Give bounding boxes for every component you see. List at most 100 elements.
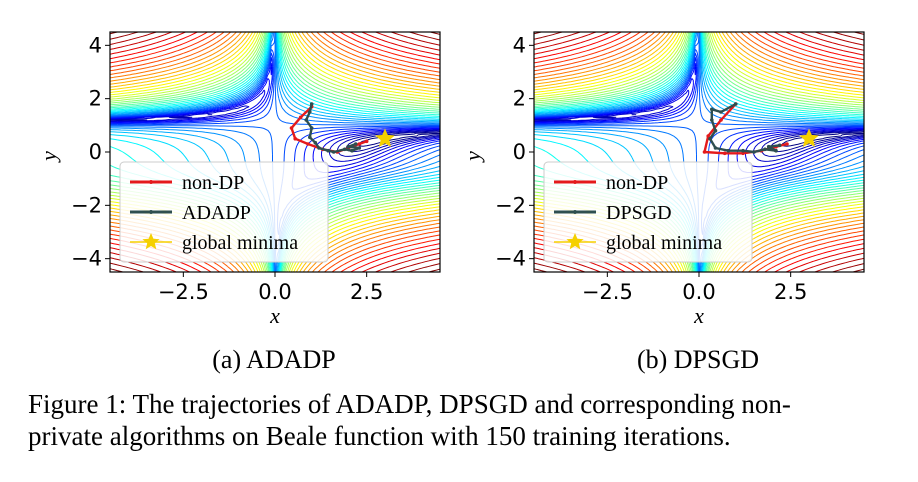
legend-label: global minima <box>182 232 298 254</box>
contour-line <box>110 32 440 272</box>
series-point <box>774 148 778 153</box>
y-tick-label: 2 <box>89 87 102 111</box>
y-tick-label: −4 <box>495 247 526 271</box>
series-layer <box>289 102 395 154</box>
panel-a: −2.5 0.0 2.5 −4 −2 0 2 4 x y non-DP ADADP global … <box>36 31 441 374</box>
legend-swatch-marker <box>573 210 577 214</box>
legend-label: non-DP <box>182 172 244 194</box>
x-tick-label: −2.5 <box>158 280 209 304</box>
series-point <box>777 143 782 148</box>
series-point <box>309 126 314 130</box>
series-point <box>317 146 321 150</box>
x-tick-label: 2.5 <box>350 280 383 304</box>
series-point <box>741 148 745 153</box>
series-point <box>357 146 362 150</box>
caption-line: private algorithms on Beale function wit… <box>28 421 731 451</box>
series-point <box>719 118 723 122</box>
y-tick-label: 4 <box>513 33 526 57</box>
legend: non-DP ADADP global minima <box>119 161 329 263</box>
series-point <box>713 128 718 133</box>
series-point <box>741 151 745 156</box>
series-point <box>313 140 318 145</box>
series-point <box>331 150 336 154</box>
legend-box <box>543 161 753 263</box>
series-point <box>350 148 354 153</box>
panel-b: −2.5 0.0 2.5 −4 −2 0 2 4 x y non-DP DPSGD global … <box>460 31 865 374</box>
series-point <box>785 142 789 146</box>
figure-caption: Figure 1: The trajectories of ADADP, DPS… <box>28 388 898 452</box>
contour-line <box>534 105 864 162</box>
series-point <box>752 150 756 154</box>
x-tick-label: 2.5 <box>774 280 807 304</box>
series-point <box>733 102 738 106</box>
x-tick-label: −2.5 <box>582 280 633 304</box>
legend-label: DPSGD <box>606 202 672 224</box>
series-point <box>289 126 294 130</box>
series-point <box>306 142 310 146</box>
x-tick-label: 0.0 <box>258 280 291 304</box>
y-tick-label: −2 <box>495 193 526 217</box>
series-point <box>713 146 718 150</box>
global-minima-marker <box>799 128 819 147</box>
contour-line <box>534 32 864 272</box>
y-axis-label: y <box>460 151 485 163</box>
series-point <box>702 150 707 154</box>
series-point <box>353 142 358 146</box>
legend-label: ADADP <box>182 202 251 224</box>
series-point <box>706 134 710 138</box>
series-point <box>710 107 714 112</box>
series-point <box>364 139 369 144</box>
global-minima-marker <box>375 128 395 147</box>
series-point <box>308 135 312 140</box>
series-point <box>708 136 712 141</box>
series-point <box>293 136 298 141</box>
y-tick-label: −2 <box>71 193 102 217</box>
contour-line <box>534 32 864 272</box>
y-tick-label: 0 <box>513 140 526 164</box>
series-point <box>308 110 312 114</box>
legend-star-icon <box>142 233 160 250</box>
contour-background <box>110 32 440 272</box>
subcaption: (b) DPSGD <box>637 345 759 374</box>
series-line <box>290 105 368 154</box>
series-point <box>719 110 723 114</box>
y-tick-label: 4 <box>89 33 102 57</box>
x-tick-label: 0.0 <box>682 280 715 304</box>
series-layer <box>702 102 819 156</box>
caption-line: Figure 1: The trajectories of ADADP, DPS… <box>28 389 791 419</box>
series-point <box>346 144 351 149</box>
legend-swatch-marker <box>573 180 577 184</box>
legend-swatch-marker <box>149 210 153 214</box>
x-axis-label: x <box>693 303 704 328</box>
series-point <box>326 148 331 153</box>
legend-box <box>119 161 329 263</box>
series-point <box>766 144 771 149</box>
legend-star-icon <box>566 233 584 250</box>
contour-line <box>534 114 864 157</box>
series-point <box>726 148 731 153</box>
series-point <box>342 147 347 152</box>
legend: non-DP DPSGD global minima <box>543 161 753 263</box>
axis-ticks: −2.5 0.0 2.5 −4 −2 0 2 4 <box>71 33 383 304</box>
x-axis-label: x <box>269 303 280 328</box>
subcaption: (a) ADADP <box>212 345 336 374</box>
contour-line <box>110 32 440 272</box>
y-tick-label: −4 <box>71 247 102 271</box>
series-point <box>722 151 727 156</box>
contour-line <box>110 105 440 162</box>
legend-label: global minima <box>606 232 722 254</box>
axis-ticks: −2.5 0.0 2.5 −4 −2 0 2 4 <box>495 33 807 304</box>
y-tick-label: 0 <box>89 140 102 164</box>
series-point <box>710 118 714 122</box>
y-tick-label: 2 <box>513 87 526 111</box>
series-point <box>309 102 314 106</box>
series-point <box>298 115 303 120</box>
y-axis-label: y <box>36 151 61 163</box>
contour-line <box>110 114 440 157</box>
series-point <box>357 142 362 146</box>
series-point <box>763 147 767 152</box>
legend-swatch-marker <box>149 180 153 184</box>
legend-label: non-DP <box>606 172 668 194</box>
series-point <box>304 118 309 122</box>
